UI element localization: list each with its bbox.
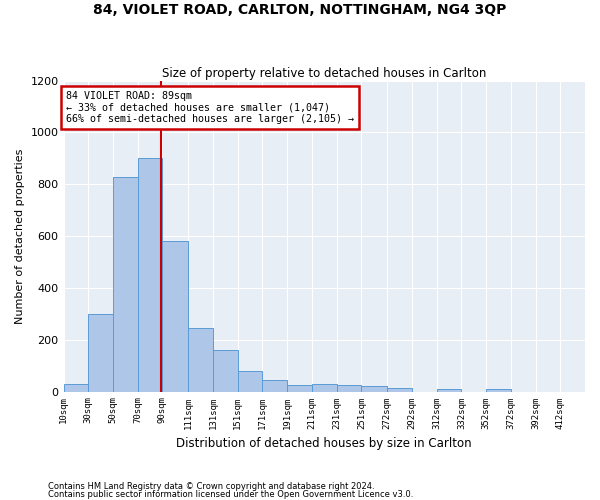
Bar	[337, 385, 361, 392]
Bar	[188, 328, 213, 392]
Y-axis label: Number of detached properties: Number of detached properties	[15, 148, 25, 324]
Text: Contains HM Land Registry data © Crown copyright and database right 2024.: Contains HM Land Registry data © Crown c…	[48, 482, 374, 491]
Bar	[437, 389, 461, 392]
Bar	[262, 380, 287, 392]
Bar	[113, 176, 137, 392]
Bar	[287, 385, 312, 392]
Bar	[163, 242, 188, 392]
Text: Contains public sector information licensed under the Open Government Licence v3: Contains public sector information licen…	[48, 490, 413, 499]
Bar	[213, 350, 238, 392]
Bar	[486, 389, 511, 392]
Bar	[361, 386, 387, 392]
X-axis label: Distribution of detached houses by size in Carlton: Distribution of detached houses by size …	[176, 437, 472, 450]
Bar	[88, 314, 113, 392]
Bar	[137, 158, 163, 392]
Text: 84, VIOLET ROAD, CARLTON, NOTTINGHAM, NG4 3QP: 84, VIOLET ROAD, CARLTON, NOTTINGHAM, NG…	[94, 2, 506, 16]
Bar	[387, 388, 412, 392]
Text: 84 VIOLET ROAD: 89sqm
← 33% of detached houses are smaller (1,047)
66% of semi-d: 84 VIOLET ROAD: 89sqm ← 33% of detached …	[66, 91, 354, 124]
Bar	[312, 384, 337, 392]
Title: Size of property relative to detached houses in Carlton: Size of property relative to detached ho…	[162, 66, 487, 80]
Bar	[238, 371, 262, 392]
Bar	[64, 384, 88, 392]
